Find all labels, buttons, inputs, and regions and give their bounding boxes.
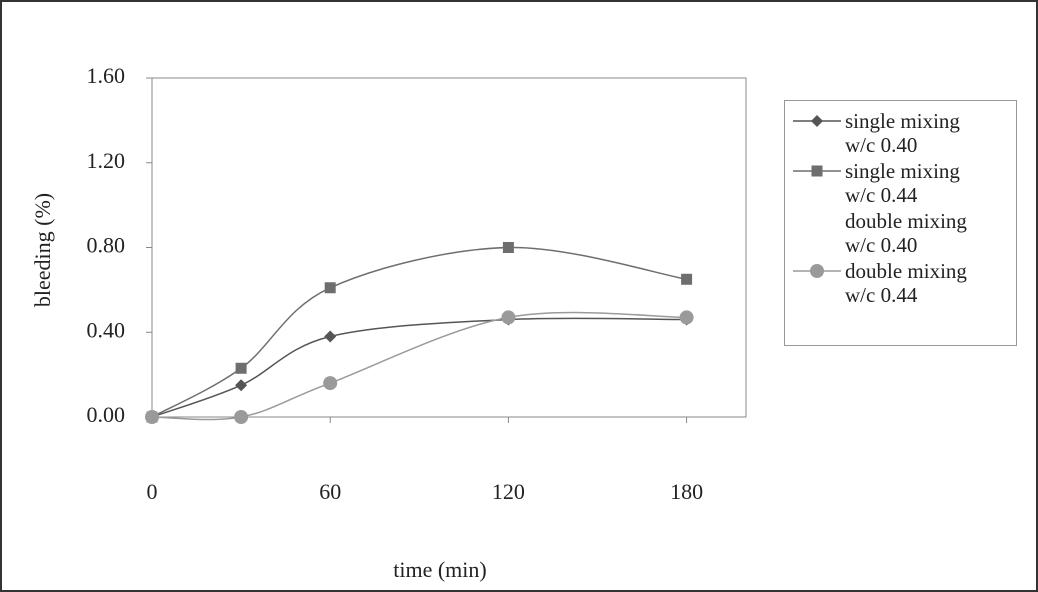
marker: [323, 376, 338, 391]
x-tick-label: 120: [492, 479, 525, 504]
marker: [234, 410, 249, 424]
marker: [679, 310, 694, 325]
legend-label: single mixing w/c 0.40: [845, 109, 960, 157]
legend-swatch: [793, 115, 841, 127]
legend-swatch: [793, 165, 841, 177]
marker: [810, 264, 824, 278]
legend-item: single mixing w/c 0.44: [789, 159, 1012, 207]
legend-item: single mixing w/c 0.40: [789, 109, 1012, 157]
marker: [324, 330, 337, 343]
y-tick-label: 0.80: [87, 233, 126, 258]
y-tick-label: 1.60: [87, 63, 126, 88]
legend-label: double mixing w/c 0.44: [845, 259, 967, 307]
y-tick-label: 0.00: [87, 402, 126, 427]
legend-label: double mixing w/c 0.40: [845, 209, 967, 257]
x-tick-label: 0: [147, 479, 158, 504]
series-line: [151, 311, 687, 421]
marker: [324, 282, 336, 294]
marker: [235, 362, 247, 374]
legend-swatch: [793, 264, 841, 278]
marker: [681, 273, 693, 285]
series-line: [151, 317, 687, 418]
legend-label: single mixing w/c 0.44: [845, 159, 960, 207]
x-tick-label: 60: [319, 479, 341, 504]
x-axis-title: time (min): [393, 557, 486, 582]
marker: [811, 165, 823, 177]
legend: single mixing w/c 0.40 single mixing w/c …: [784, 100, 1017, 346]
marker: [235, 379, 248, 392]
y-tick-label: 1.20: [87, 148, 126, 173]
x-tick-label: 180: [670, 479, 703, 504]
legend-swatch: [789, 209, 845, 233]
marker: [502, 242, 514, 253]
marker: [145, 410, 159, 424]
legend-item: double mixing w/c 0.44: [789, 259, 1012, 307]
legend-item: double mixing w/c 0.40: [789, 209, 1012, 257]
marker: [811, 115, 823, 127]
series-line: [151, 246, 687, 418]
y-tick-label: 0.40: [87, 317, 126, 342]
marker: [501, 310, 516, 325]
y-axis-title: bleeding (%): [30, 193, 55, 307]
